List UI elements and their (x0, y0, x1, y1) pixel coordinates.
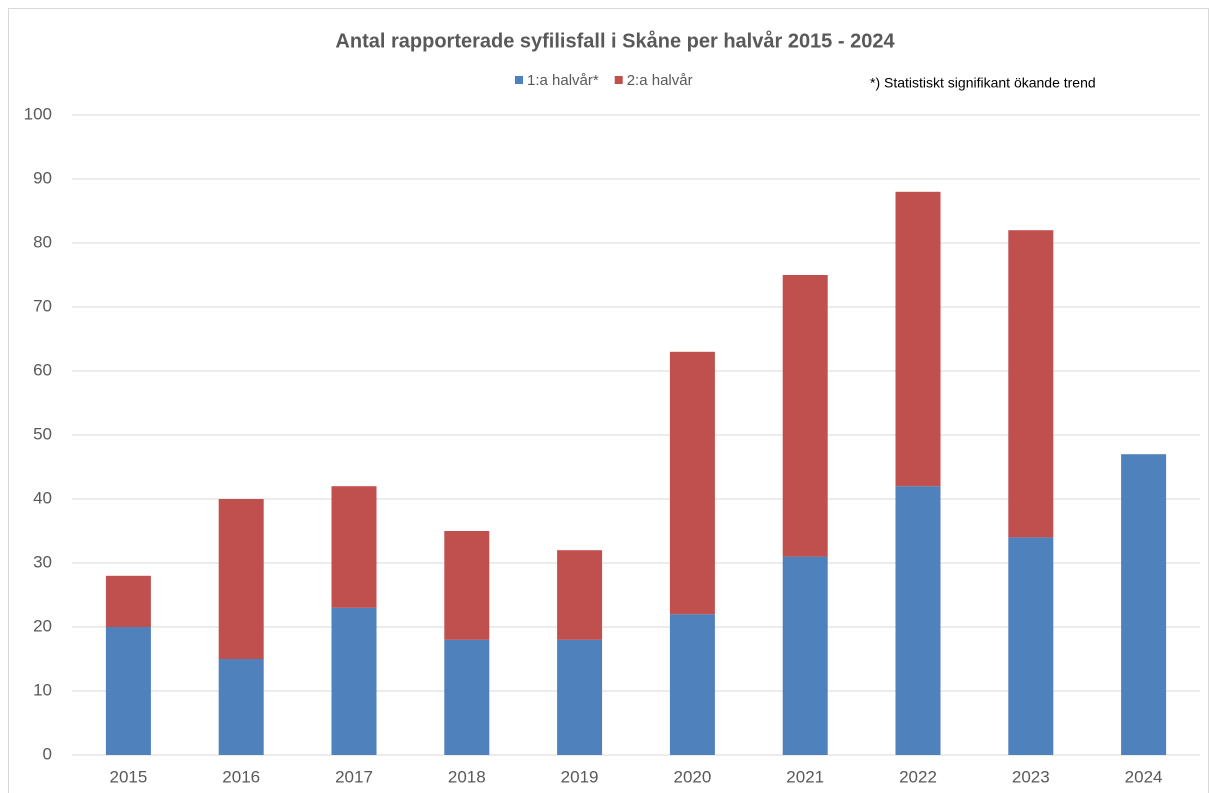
bar-segment (218, 659, 264, 755)
bar-segment (1008, 537, 1054, 755)
x-tick-label: 2024 (1125, 767, 1163, 786)
y-tick-label: 30 (33, 552, 52, 571)
bar-segment (444, 639, 490, 755)
bar-segment (557, 550, 603, 640)
x-tick-label: 2021 (786, 767, 824, 786)
x-tick-label: 2022 (899, 767, 937, 786)
y-tick-label: 80 (33, 232, 52, 251)
bar-segment (895, 486, 941, 755)
y-tick-label: 70 (33, 296, 52, 315)
bar-segment (218, 499, 264, 659)
x-tick-label: 2023 (1012, 767, 1050, 786)
bar-segment (557, 639, 603, 755)
x-tick-label: 2019 (561, 767, 599, 786)
bar-segment (669, 351, 715, 615)
x-tick-label: 2015 (109, 767, 147, 786)
bar-segment (1008, 230, 1054, 538)
legend-swatch (515, 76, 523, 84)
legend-label: 1:a halvår* (527, 72, 599, 89)
legend-swatch (614, 76, 623, 84)
x-tick-label: 2020 (673, 767, 711, 786)
bar-segment (895, 191, 941, 487)
bar-segment (444, 531, 490, 640)
bar-segment (331, 607, 377, 755)
bar-segment (1121, 454, 1167, 755)
y-tick-label: 40 (33, 488, 52, 507)
y-tick-label: 60 (33, 360, 52, 379)
y-tick-label: 90 (33, 168, 52, 187)
x-tick-label: 2017 (335, 767, 373, 786)
y-tick-label: 100 (24, 104, 52, 123)
bar-segment (105, 627, 151, 755)
bar-segment (331, 486, 377, 608)
bar-segment (782, 556, 828, 755)
y-tick-label: 50 (33, 424, 52, 443)
y-tick-label: 10 (33, 680, 52, 699)
bar-segment (669, 614, 715, 755)
legend-label: 2:a halvår (627, 72, 693, 89)
bar-segment (782, 275, 828, 557)
x-tick-label: 2018 (448, 767, 486, 786)
y-tick-label: 0 (43, 744, 52, 763)
x-tick-label: 2016 (222, 767, 260, 786)
y-tick-label: 20 (33, 616, 52, 635)
annotation: *) Statistiskt signifikant ökande trend (870, 75, 1096, 91)
bar-segment (105, 575, 151, 627)
chart-title: Antal rapporterade syfilisfall i Skåne p… (335, 29, 895, 52)
